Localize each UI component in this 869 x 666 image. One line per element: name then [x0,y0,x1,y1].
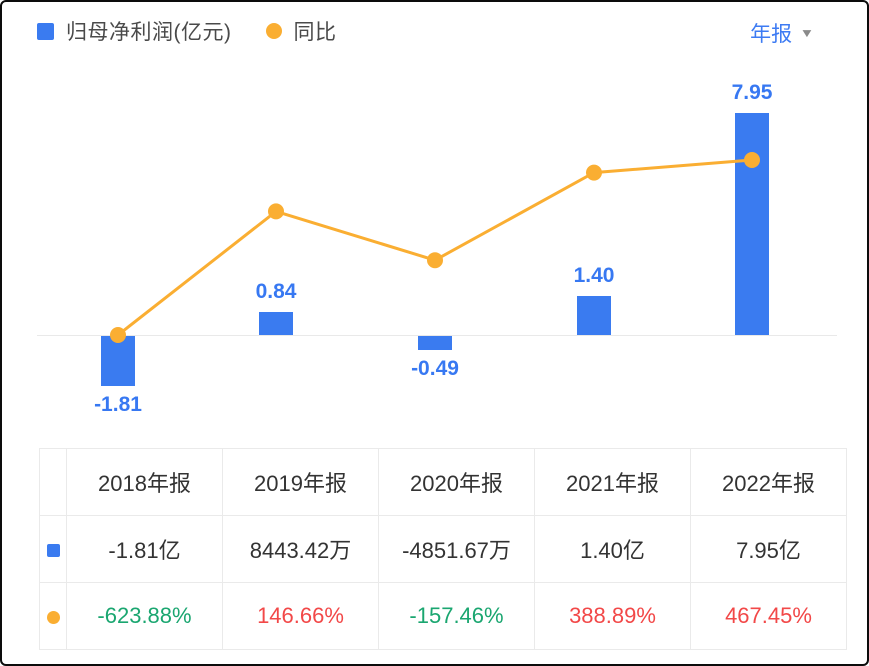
bar-series-marker-icon [37,22,54,40]
period-data-table: 2018年报 2019年报 2020年报 2021年报 2022年报 -1.81… [39,448,847,650]
yoy-cell-2018: -623.88% [66,582,223,650]
yoy-point-2022年报[interactable] [744,152,760,168]
yoy-line-path [117,158,753,337]
net-profit-cell-2018: -1.81亿 [66,515,223,583]
period-selector-dropdown[interactable]: 年报 ▼ [750,18,815,48]
net-profit-cell-2020: -4851.67万 [378,515,535,583]
zero-axis-line [37,335,837,336]
legend-label-yoy: 同比 [293,21,337,44]
table-corner-cell [39,448,67,516]
table-row-yoy: -623.88% 146.66% -157.46% 388.89% 467.45… [39,582,847,650]
table-header-2018: 2018年报 [66,448,223,516]
bar-2021年报[interactable] [577,295,611,335]
bar-2019年报[interactable] [259,311,293,335]
bar-series-marker-icon [46,543,60,557]
bar-2020年报[interactable] [418,336,452,350]
bar-value-label-2020年报: -0.49 [411,356,459,380]
chart-legend: 归母净利润(亿元) 同比 [37,16,337,46]
bar-value-label-2019年报: 0.84 [255,279,297,303]
yoy-cell-2021: 388.89% [534,582,691,650]
bar-value-label-2021年报: 1.40 [573,263,615,287]
table-header-2022: 2022年报 [690,448,847,516]
yoy-cell-2020: -157.46% [378,582,535,650]
row-marker-cell [39,582,67,650]
table-header-row: 2018年报 2019年报 2020年报 2021年报 2022年报 [39,448,847,516]
row-marker-cell [39,515,67,583]
line-series-marker-icon [265,23,282,39]
bar-2022年报[interactable] [735,113,769,335]
yoy-line-chart [110,152,760,343]
table-header-2019: 2019年报 [222,448,379,516]
chart-canvas[interactable]: -1.81 0.84 -0.49 1.40 7.95 [2,62,867,432]
bar-value-label-2022年报: 7.95 [731,81,773,105]
legend-item-yoy[interactable]: 同比 [265,16,337,46]
legend-item-net-profit[interactable]: 归母净利润(亿元) [37,16,232,46]
line-series-marker-icon [46,610,60,624]
table-row-net-profit: -1.81亿 8443.42万 -4851.67万 1.40亿 7.95亿 [39,515,847,583]
yoy-point-2019年报[interactable] [268,203,284,220]
net-profit-cell-2022: 7.95亿 [690,515,847,583]
yoy-cell-2022: 467.45% [690,582,847,650]
yoy-point-2018年报[interactable] [110,327,126,343]
yoy-point-2020年报[interactable] [427,252,443,269]
period-selector-label: 年报 [750,23,793,46]
table-header-2021: 2021年报 [534,448,691,516]
chevron-down-icon: ▼ [799,26,815,40]
bar-2018年报[interactable] [101,336,135,387]
net-profit-cell-2019: 8443.42万 [222,515,379,583]
table-header-2020: 2020年报 [378,448,535,516]
legend-label-net-profit: 归母净利润(亿元) [66,21,232,44]
yoy-point-2021年报[interactable] [586,164,602,181]
bar-value-label-2018年报: -1.81 [94,393,142,417]
yoy-cell-2019: 146.66% [222,582,379,650]
net-profit-cell-2021: 1.40亿 [534,515,691,583]
